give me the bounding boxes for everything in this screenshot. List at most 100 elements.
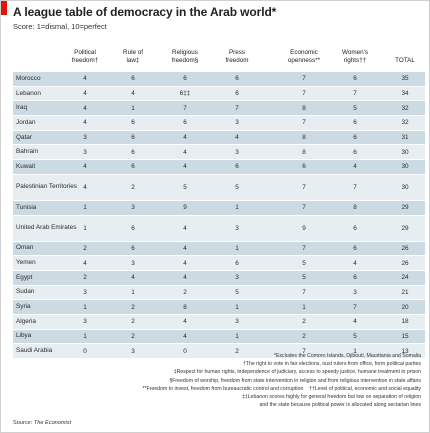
column-header-press: Press freedom bbox=[207, 49, 267, 65]
score-cell: 4 bbox=[353, 259, 357, 267]
source-line: Source: The Economist bbox=[13, 420, 71, 426]
table-row: Iraq 4 1 7 7 8 5 32 bbox=[13, 101, 425, 117]
column-header-economic: Economic openness** bbox=[274, 49, 334, 65]
score-cell: 4 bbox=[83, 90, 87, 98]
score-cell: 4 bbox=[131, 274, 135, 282]
column-header-line2: freedom† bbox=[71, 57, 99, 64]
table-row: Palestinian Territories 4 2 5 5 7 7 30 bbox=[13, 174, 425, 201]
score-cell: 4 bbox=[183, 224, 187, 232]
total-cell: 34 bbox=[401, 90, 409, 98]
score-cell: 4 bbox=[183, 134, 187, 142]
score-cell: 4 bbox=[353, 318, 357, 326]
score-subtitle: Score: 1=dismal, 10=perfect bbox=[13, 22, 107, 31]
score-cell: 4 bbox=[353, 163, 357, 171]
footnotes: *Excludes the Comoro Islands, Djibouti, … bbox=[21, 352, 421, 409]
country-cell: Palestinian Territories bbox=[16, 183, 77, 191]
table-row: Egypt 2 4 4 3 5 6 24 bbox=[13, 270, 425, 286]
score-cell: 8 bbox=[302, 134, 306, 142]
score-cell: 6 bbox=[131, 148, 135, 156]
column-header-line2: TOTAL bbox=[395, 57, 415, 64]
total-cell: 30 bbox=[401, 148, 409, 156]
score-cell: 6 bbox=[183, 119, 187, 127]
column-header-line1: Political bbox=[74, 49, 96, 56]
score-cell: 6 bbox=[131, 75, 135, 83]
table-row: Jordan 4 6 6 3 7 6 32 bbox=[13, 116, 425, 131]
score-cell: 3 bbox=[235, 224, 239, 232]
column-headers: Political freedom† Rule of law‡ Religious fre… bbox=[1, 49, 430, 73]
country-cell: Bahrain bbox=[16, 148, 39, 156]
score-cell: 4 bbox=[83, 163, 87, 171]
column-header-line2: freedom bbox=[225, 57, 249, 64]
democracy-table: Morocco 4 6 6 6 7 6 35 Lebanon 4 4 6‡‡ 6 7 7 34 Iraq 4 1 7 7… bbox=[13, 72, 425, 359]
score-cell: 6 bbox=[353, 119, 357, 127]
table-row: Tunisia 1 3 9 1 7 8 29 bbox=[13, 200, 425, 216]
footnote-line: †The right to vote in fair elections, ou… bbox=[242, 361, 421, 368]
score-cell: 6 bbox=[353, 75, 357, 83]
score-cell: 3 bbox=[235, 148, 239, 156]
table-row: Libya 1 2 4 1 2 5 15 bbox=[13, 329, 425, 345]
total-cell: 32 bbox=[401, 119, 409, 127]
score-cell: 6 bbox=[131, 224, 135, 232]
column-header-line1: Religious bbox=[172, 49, 198, 56]
score-cell: 6 bbox=[302, 163, 306, 171]
column-header-religious: Religious freedom§ bbox=[155, 49, 215, 65]
total-cell: 26 bbox=[401, 244, 409, 252]
score-cell: 8 bbox=[183, 303, 187, 311]
score-cell: 3 bbox=[83, 134, 87, 142]
total-cell: 24 bbox=[401, 274, 409, 282]
score-cell: 7 bbox=[302, 288, 306, 296]
table-row: Oman 2 6 4 1 7 6 26 bbox=[13, 241, 425, 257]
score-cell: 1 bbox=[131, 104, 135, 112]
score-cell: 5 bbox=[302, 259, 306, 267]
score-cell: 2 bbox=[131, 318, 135, 326]
column-header-political: Political freedom† bbox=[55, 49, 115, 65]
score-cell: 2 bbox=[131, 332, 135, 340]
score-cell: 1 bbox=[83, 204, 87, 212]
score-cell: 4 bbox=[235, 134, 239, 142]
score-cell: 1 bbox=[302, 303, 306, 311]
total-cell: 32 bbox=[401, 104, 409, 112]
country-cell: Libya bbox=[16, 332, 32, 340]
table-row: Lebanon 4 4 6‡‡ 6 7 7 34 bbox=[13, 86, 425, 102]
table-row: Qatar 3 6 4 4 8 6 31 bbox=[13, 130, 425, 146]
score-cell: 7 bbox=[302, 119, 306, 127]
footnote-line: ‡Respect for human rights, independence … bbox=[173, 369, 421, 376]
score-cell: 7 bbox=[302, 75, 306, 83]
column-header-line1: Women's bbox=[342, 49, 368, 56]
score-cell: 7 bbox=[183, 104, 187, 112]
score-cell: 9 bbox=[183, 204, 187, 212]
score-cell: 8 bbox=[302, 148, 306, 156]
score-cell: 4 bbox=[83, 75, 87, 83]
score-cell: 7 bbox=[235, 104, 239, 112]
score-cell: 3 bbox=[131, 259, 135, 267]
score-cell: 1 bbox=[83, 303, 87, 311]
table-row: Yemen 4 3 4 6 5 4 26 bbox=[13, 256, 425, 271]
score-cell: 2 bbox=[131, 183, 135, 191]
score-cell: 1 bbox=[235, 303, 239, 311]
score-cell: 0 bbox=[183, 347, 187, 355]
score-cell: 4 bbox=[183, 244, 187, 252]
score-cell: 3 bbox=[131, 204, 135, 212]
score-cell: 2 bbox=[131, 303, 135, 311]
score-cell: 4 bbox=[183, 274, 187, 282]
brand-red-bar bbox=[1, 1, 7, 15]
column-header-line1: Rule of bbox=[123, 49, 143, 56]
score-cell: 6 bbox=[131, 134, 135, 142]
score-cell: 6 bbox=[183, 75, 187, 83]
source-label: Source: bbox=[13, 420, 34, 426]
country-cell: Egypt bbox=[16, 273, 33, 281]
country-cell: Lebanon bbox=[16, 89, 41, 97]
score-cell: 4 bbox=[83, 119, 87, 127]
score-cell: 4 bbox=[83, 259, 87, 267]
score-cell: 4 bbox=[83, 183, 87, 191]
score-cell: 4 bbox=[183, 259, 187, 267]
score-cell: 6‡‡ bbox=[179, 90, 191, 98]
score-cell: 5 bbox=[302, 274, 306, 282]
country-cell: Sudan bbox=[16, 288, 35, 296]
score-cell: 1 bbox=[235, 244, 239, 252]
score-cell: 5 bbox=[235, 288, 239, 296]
score-cell: 7 bbox=[353, 90, 357, 98]
total-cell: 26 bbox=[401, 259, 409, 267]
score-cell: 4 bbox=[131, 90, 135, 98]
